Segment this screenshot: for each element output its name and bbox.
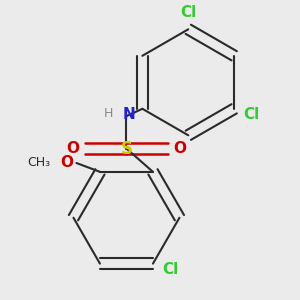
Text: O: O: [60, 155, 74, 170]
Text: O: O: [66, 141, 79, 156]
Text: Cl: Cl: [243, 107, 259, 122]
Text: O: O: [174, 141, 187, 156]
Text: H: H: [104, 107, 113, 120]
Text: CH₃: CH₃: [27, 157, 50, 169]
Text: Cl: Cl: [180, 5, 196, 20]
Text: S: S: [120, 140, 132, 158]
Text: N: N: [123, 107, 136, 122]
Text: Cl: Cl: [162, 262, 178, 277]
